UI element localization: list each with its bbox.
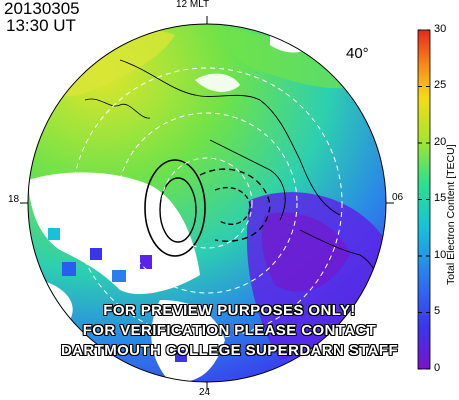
colorbar-tick-0: 0 bbox=[434, 362, 441, 374]
mlt-label-bottom: 24 bbox=[199, 387, 211, 398]
colorbar-tick-5: 5 bbox=[434, 305, 441, 317]
colorbar-tick-15: 15 bbox=[434, 192, 447, 204]
mlt-label-right: 06 bbox=[392, 192, 404, 203]
watermark-line-2: FOR VERIFICATION PLEASE CONTACT bbox=[82, 322, 377, 339]
mlt-label-left: 18 bbox=[8, 194, 20, 205]
mlt-label-top: 12 MLT bbox=[176, 0, 210, 10]
colorbar-tick-30: 30 bbox=[434, 23, 447, 35]
colorbar-tick-25: 25 bbox=[434, 79, 447, 91]
colorbar-tick-marks bbox=[418, 29, 430, 370]
colorbar-tick-20: 20 bbox=[434, 136, 447, 148]
watermark-line-3: DARTMOUTH COLLEGE SUPERDARN STAFF bbox=[60, 342, 399, 359]
colorbar-title: Total Electron Content [TECU] bbox=[445, 144, 457, 285]
colorbar-tick-10: 10 bbox=[434, 249, 447, 261]
date-label: 20130305 bbox=[4, 0, 80, 18]
time-label: 13:30 UT bbox=[6, 16, 76, 35]
watermark-line-1: FOR PREVIEW PURPOSES ONLY! bbox=[103, 302, 356, 319]
latitude-label: 40° bbox=[346, 45, 369, 62]
